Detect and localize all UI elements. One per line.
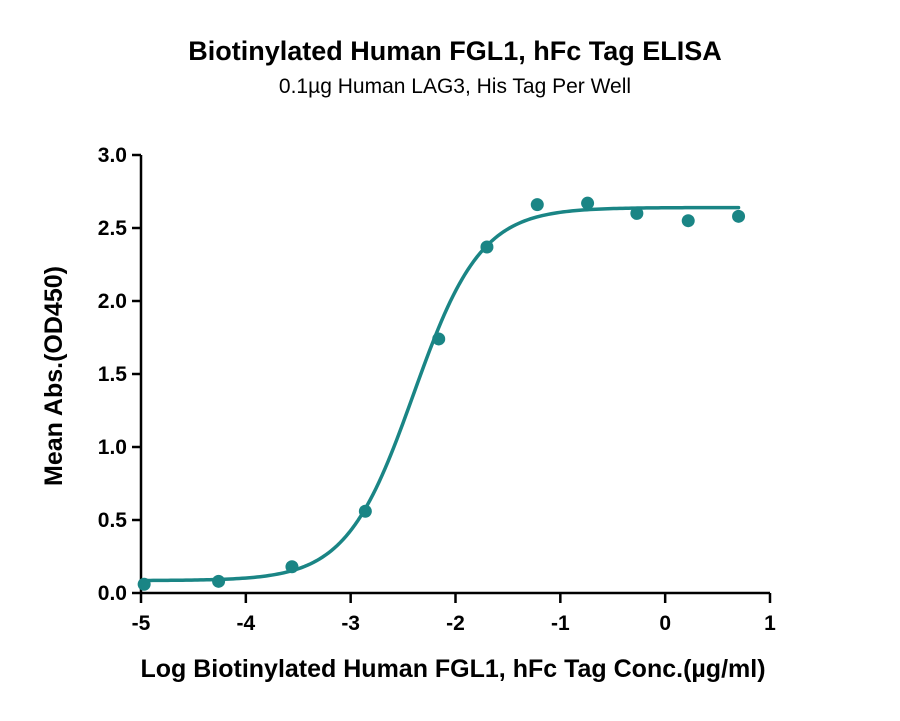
data-point [530,198,544,212]
y-tick-label: 0.0 [98,582,127,605]
data-point [630,206,644,220]
data-point [285,560,299,574]
y-tick-label: 2.0 [98,290,127,313]
y-tick-label: 3.0 [98,144,127,167]
data-point [137,577,151,591]
y-tick-label: 0.5 [98,509,128,532]
data-point [432,332,446,346]
chart-title: Biotinylated Human FGL1, hFc Tag ELISA [188,36,722,66]
x-tick-label: -5 [132,612,151,635]
x-axis-title: Log Biotinylated Human FGL1, hFc Tag Con… [140,655,765,683]
x-tick-label: -3 [341,612,360,635]
y-tick-label: 2.5 [98,217,128,240]
data-point [480,240,494,254]
data-point [358,504,372,518]
data-point [581,196,595,210]
x-tick-label: -4 [236,612,255,635]
y-tick-label: 1.5 [98,363,128,386]
fit-curve-line [142,205,741,583]
data-point [681,214,695,228]
plot-area: 0.0 0.5 1.0 1.5 2.0 2.5 3.0 -5 -4 -3 -2 -1 0 1 [98,144,776,635]
x-tick-label: -1 [551,612,570,635]
chart-subtitle: 0.1µg Human LAG3, His Tag Per Well [279,75,631,98]
y-axis-title: Mean Abs.(OD450) [40,266,68,486]
x-tick-label: 0 [659,612,671,635]
data-point [732,209,746,223]
y-tick-label: 1.0 [98,436,127,459]
x-tick-label: 1 [764,612,776,635]
data-point [212,574,226,588]
x-tick-label: -2 [446,612,465,635]
